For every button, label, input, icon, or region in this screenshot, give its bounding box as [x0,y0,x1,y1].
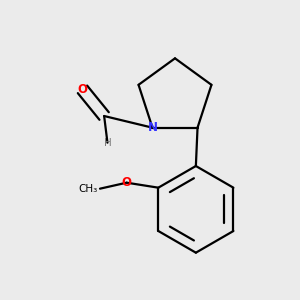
Text: H: H [103,138,111,148]
Text: O: O [77,83,88,96]
Text: N: N [148,121,158,134]
Text: O: O [122,176,132,189]
Text: CH₃: CH₃ [78,184,97,194]
